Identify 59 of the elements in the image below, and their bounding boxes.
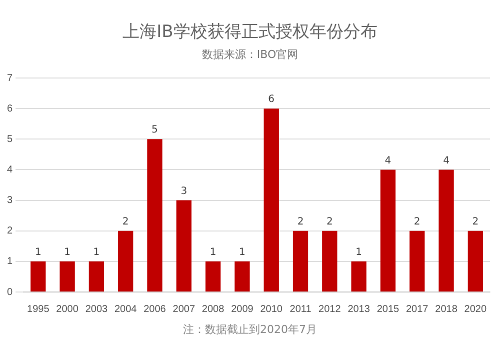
x-tick-label: 2018	[435, 304, 458, 315]
data-label: 5	[152, 124, 158, 136]
bar	[322, 230, 338, 292]
bar	[292, 230, 308, 292]
y-tick-label: 3	[7, 195, 13, 206]
bar	[410, 230, 425, 292]
x-tick-label: 2008	[202, 304, 225, 315]
y-tick-label: 1	[7, 256, 13, 268]
x-tick-label: 2007	[172, 304, 196, 315]
y-tick-label: 5	[7, 134, 13, 145]
bar	[88, 261, 104, 292]
y-tick-label: 4	[7, 164, 13, 176]
x-tick-label: 2020	[464, 304, 487, 315]
x-tick-label: 2006	[144, 304, 166, 315]
text: 注：数据截止到2020年7月	[182, 322, 318, 337]
bar	[60, 261, 75, 292]
chart-subtitle: 数据来源：IBO官网	[200, 47, 300, 62]
bar	[176, 200, 192, 292]
bar	[468, 230, 484, 292]
data-label: 3	[180, 186, 188, 197]
y-tick-label: 2	[7, 226, 13, 237]
data-label: 6	[268, 94, 275, 106]
x-tick-label: 2013	[348, 304, 370, 315]
data-label: 2	[414, 216, 420, 228]
x-tick-label: 2004	[114, 304, 138, 315]
x-tick-label: 2015	[376, 304, 400, 315]
x-tick-label: 1995	[27, 304, 50, 315]
bar	[234, 261, 250, 292]
bar	[147, 139, 162, 292]
data-label: 2	[472, 216, 479, 228]
y-tick-label: 0	[7, 286, 13, 298]
bar	[205, 261, 221, 292]
chart-title: 上海IB学校获得正式授权年份分布	[122, 21, 378, 43]
x-tick-label: 2009	[231, 304, 254, 315]
bar	[351, 261, 366, 292]
data-label: 1	[356, 247, 362, 258]
x-tick-label: 2003	[85, 304, 108, 315]
bar	[118, 230, 134, 292]
bar	[264, 108, 279, 292]
bar	[380, 170, 396, 292]
x-tick-label: 2000	[56, 304, 79, 315]
data-label: 1	[239, 247, 246, 258]
data-label: 1	[64, 247, 70, 258]
data-label: 4	[384, 155, 392, 166]
data-label: 4	[443, 155, 450, 166]
data-label: 1	[34, 247, 42, 258]
x-tick-label: 2010	[260, 304, 283, 315]
bar	[30, 261, 46, 292]
x-tick-label: 2012	[318, 304, 342, 315]
data-label: 1	[210, 247, 216, 258]
x-tick-label: 2017	[406, 304, 429, 315]
data-label: 1	[93, 247, 100, 258]
data-label: 2	[297, 216, 304, 228]
data-label: 2	[326, 216, 333, 228]
bar	[438, 170, 454, 292]
y-tick-label: 6	[7, 103, 13, 114]
y-tick-label: 7	[7, 72, 13, 84]
data-label: 2	[122, 216, 129, 228]
x-tick-label: 2011	[290, 304, 312, 315]
